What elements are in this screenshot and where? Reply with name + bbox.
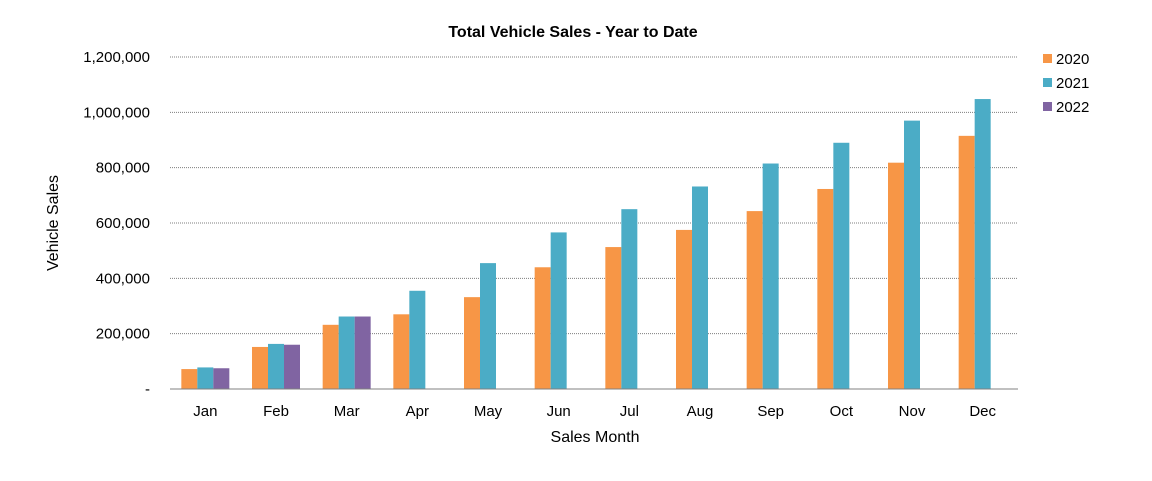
gridlines — [170, 56, 1018, 335]
bar-2020-aug — [676, 229, 692, 389]
legend-label-2021: 2021 — [1056, 75, 1089, 92]
bar-2021-jul — [621, 209, 638, 389]
bar-2020-nov — [888, 162, 904, 389]
bar-2021-mar — [338, 316, 355, 389]
bar-2021-feb — [268, 343, 284, 389]
bar-2021-dec — [974, 99, 991, 389]
bar-2021-jun — [550, 232, 567, 389]
bar-2020-may — [464, 297, 480, 389]
bar-2021-apr — [409, 290, 426, 389]
bar-2020-sep — [746, 211, 763, 389]
legend: 2020 2021 2022 — [1043, 51, 1089, 116]
bar-2021-jan — [197, 367, 214, 389]
x-tick-label: Feb — [263, 403, 289, 420]
x-tick-label: Oct — [830, 403, 854, 420]
legend-label-2022: 2022 — [1056, 99, 1089, 116]
bar-2021-sep — [762, 163, 779, 389]
bar-2021-oct — [833, 142, 850, 389]
x-tick-label: Apr — [406, 403, 429, 420]
y-axis-label: Vehicle Sales — [45, 175, 62, 271]
chart-title: Total Vehicle Sales - Year to Date — [448, 24, 697, 41]
bar-2022-feb — [284, 344, 300, 389]
bar-2022-jan — [213, 368, 230, 389]
x-tick-label: Jul — [620, 403, 639, 420]
x-tick-label: Mar — [334, 403, 360, 420]
bar-2020-dec — [958, 135, 975, 389]
bars — [181, 99, 991, 389]
bar-2020-apr — [393, 314, 410, 389]
bar-2020-oct — [817, 188, 834, 389]
x-axis-label: Sales Month — [551, 429, 640, 446]
legend-swatch-2021 — [1043, 78, 1052, 87]
y-tick-label: - — [145, 381, 150, 398]
legend-label-2020: 2020 — [1056, 51, 1089, 68]
y-tick-label: 1,200,000 — [83, 49, 150, 66]
x-tick-label: May — [474, 403, 503, 420]
legend-swatch-2020 — [1043, 54, 1052, 63]
y-tick-label: 200,000 — [96, 326, 150, 343]
y-tick-label: 600,000 — [96, 215, 150, 232]
bar-2021-may — [480, 263, 496, 389]
y-tick-label: 400,000 — [96, 270, 150, 287]
x-tick-label: Jun — [547, 403, 571, 420]
bar-2020-jan — [181, 369, 198, 389]
bar-2020-jun — [534, 267, 551, 389]
bar-2020-mar — [322, 324, 339, 389]
legend-swatch-2022 — [1043, 102, 1052, 111]
x-tick-label: Nov — [899, 403, 926, 420]
x-tick-label: Jan — [193, 403, 217, 420]
bar-2021-aug — [692, 186, 708, 389]
bar-2021-nov — [904, 120, 920, 389]
bar-2020-jul — [605, 247, 622, 389]
x-tick-label: Aug — [687, 403, 714, 420]
bar-2022-mar — [354, 316, 371, 389]
y-tick-label: 800,000 — [96, 160, 150, 177]
y-tick-label: 1,000,000 — [83, 104, 150, 121]
bar-2020-feb — [252, 346, 268, 389]
axes: - 200,000 400,000 600,000 800,000 1,000,000 1,… — [83, 49, 1018, 420]
x-tick-label: Sep — [757, 403, 784, 420]
x-tick-label: Dec — [969, 403, 996, 420]
